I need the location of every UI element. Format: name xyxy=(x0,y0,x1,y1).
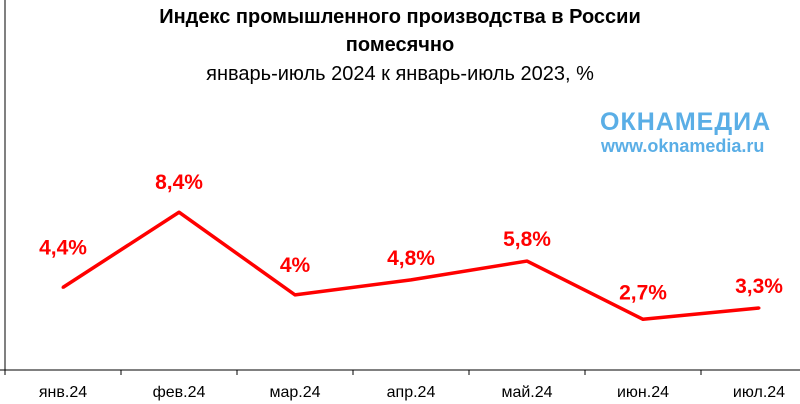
x-tick-label: апр.24 xyxy=(387,384,436,401)
data-point xyxy=(61,285,65,289)
x-tick-label: июл.24 xyxy=(733,384,785,401)
x-tick-label: июн.24 xyxy=(617,384,669,401)
data-label: 4% xyxy=(280,254,311,277)
data-point xyxy=(757,306,761,310)
chart-title-line2: помесячно xyxy=(345,34,455,56)
watermark-logo: ОКНАМЕДИА xyxy=(600,108,772,136)
data-point xyxy=(525,259,529,263)
chart-title: Индекс промышленного производства в Росс… xyxy=(159,6,641,28)
data-point xyxy=(177,210,181,214)
x-tick-label: фев.24 xyxy=(153,384,206,401)
data-label: 3,3% xyxy=(735,275,783,298)
data-point xyxy=(409,278,413,282)
data-label: 2,7% xyxy=(619,281,667,304)
x-tick-label: мар.24 xyxy=(269,384,320,401)
data-label: 4,8% xyxy=(387,247,435,270)
data-point xyxy=(641,317,645,321)
data-label: 4,4% xyxy=(39,236,87,259)
x-tick-label: янв.24 xyxy=(39,384,87,401)
watermark-url: www.oknamedia.ru xyxy=(601,136,765,156)
chart-subtitle: январь-июль 2024 к январь-июль 2023, % xyxy=(206,63,594,85)
data-point xyxy=(293,293,297,297)
data-label: 5,8% xyxy=(503,228,551,251)
data-label: 8,4% xyxy=(155,171,203,194)
x-tick-label: май.24 xyxy=(501,384,552,401)
